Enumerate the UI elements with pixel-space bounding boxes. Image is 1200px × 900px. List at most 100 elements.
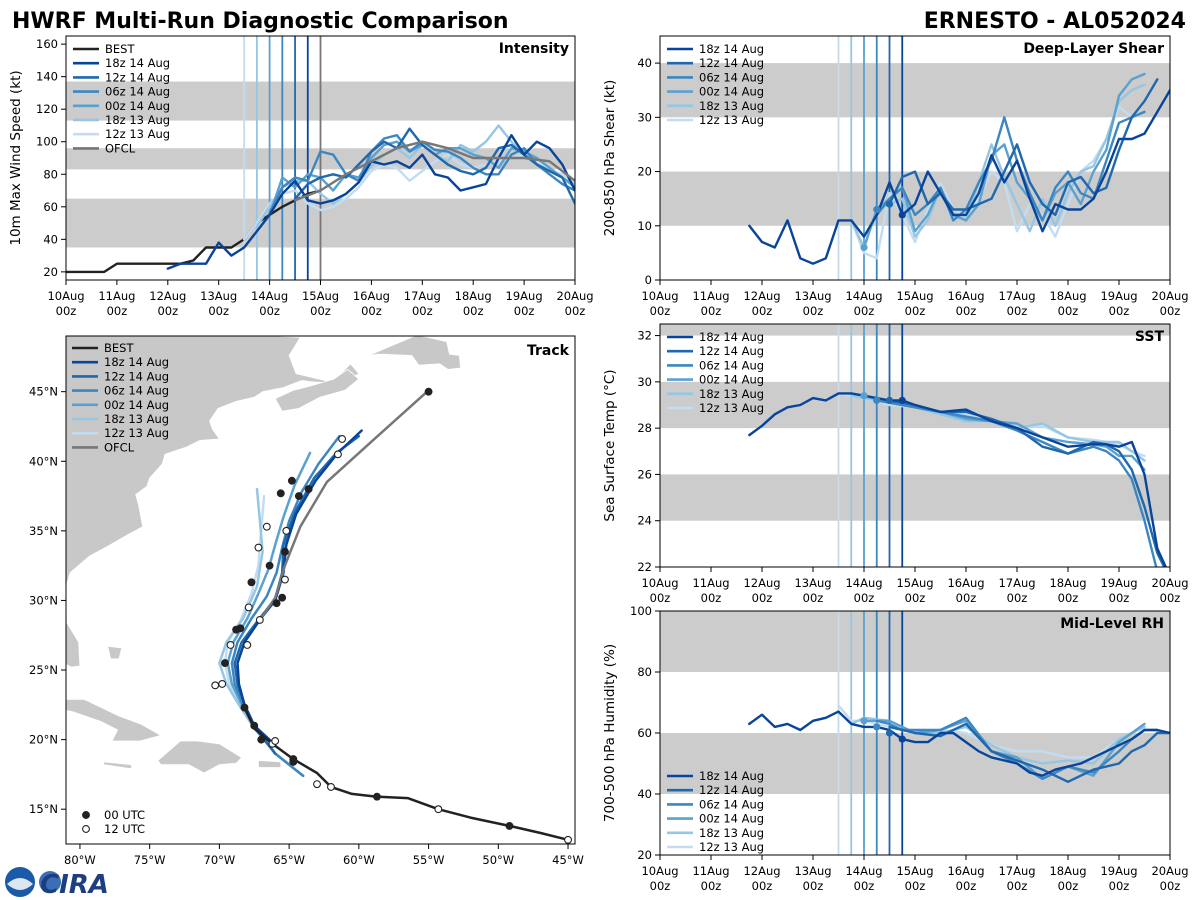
track-marker-filled	[424, 387, 433, 396]
sst-xtick-label-day: 14Aug	[845, 576, 882, 590]
track-marker-open	[280, 575, 289, 584]
intensity-xtick-label-hour: 00z	[259, 304, 280, 318]
sst-series-group	[748, 392, 1168, 567]
intensity-xtick-label-day: 13Aug	[200, 289, 237, 303]
intensity-xtick-label-hour: 00z	[463, 304, 484, 318]
track-map-group	[66, 336, 572, 844]
intensity-ytick-label: 120	[36, 102, 58, 116]
intensity-xtick-label-day: 15Aug	[302, 289, 339, 303]
rh-xtick-label-day: 11Aug	[692, 864, 729, 878]
track-legend-label-ofcl: OFCL	[104, 440, 135, 454]
rh-legend-label-12z-14-aug: 12z 14 Aug	[699, 783, 764, 797]
intensity-xtick-label-hour: 00z	[310, 304, 331, 318]
logo: CIRA	[5, 867, 109, 900]
sst-series-18z-14-aug	[748, 392, 1168, 567]
sst-xtick-label-day: 15Aug	[896, 576, 933, 590]
rh-xtick-label-day: 18Aug	[1049, 864, 1086, 878]
track-marker-filled	[221, 659, 229, 668]
track-marker-legend-open	[82, 825, 90, 833]
intensity-ytick-label: 20	[43, 265, 58, 279]
track-xtick-label: 80°W	[64, 853, 96, 867]
rh-xtick-label-day: 12Aug	[743, 864, 780, 878]
track-panel: 80°W 75°W 70°W 65°W 60°W 55°W 50°W 45°W 15°N 20°N…	[29, 335, 584, 867]
rh-init-marker-06z-14-aug	[873, 723, 881, 731]
rh-ytick-label: 100	[630, 604, 652, 618]
track-marker-open	[313, 780, 321, 789]
track-marker-open	[243, 641, 252, 649]
rh-xtick-label-day: 10Aug	[641, 864, 678, 878]
shear-xtick-label-day: 16Aug	[947, 289, 984, 303]
track-marker-filled	[505, 821, 514, 830]
shear-series-12z-13-aug	[837, 105, 1146, 260]
storm-title: ERNESTO - AL052024	[924, 9, 1186, 34]
track-marker-open	[327, 782, 335, 791]
track-ytick-label: 40°N	[29, 454, 58, 468]
shear-legend-label-00z-14-aug: 00z 14 Aug	[699, 85, 764, 99]
sst-xtick-label-hour: 00z	[1109, 591, 1130, 605]
intensity-ytick-label: 60	[43, 200, 58, 214]
track-xtick-label: 60°W	[343, 853, 375, 867]
rh-xtick-label-day: 17Aug	[998, 864, 1035, 878]
rh-ytick-label: 40	[637, 787, 652, 801]
shear-init-marker-12z-14-aug	[885, 200, 894, 208]
track-marker-filled	[278, 593, 287, 602]
track-xtick-label: 45°W	[552, 853, 584, 867]
rh-xtick-label-hour: 00z	[956, 879, 977, 893]
sst-legend-label-18z-13-aug: 18z 13 Aug	[699, 387, 764, 401]
rh-xtick-label-hour: 00z	[1007, 879, 1028, 893]
shear-legend-label-06z-14-aug: 06z 14 Aug	[699, 70, 764, 84]
sst-xtick-label-hour: 00z	[1007, 591, 1028, 605]
sst-ytick-label: 24	[637, 514, 652, 528]
track-marker-open	[211, 681, 220, 690]
intensity-xtick-label-day: 19Aug	[506, 289, 543, 303]
sst-xtick-label-hour: 00z	[701, 591, 722, 605]
intensity-ytick-label: 160	[36, 37, 58, 51]
rh-xtick-label-hour: 00z	[1160, 879, 1181, 893]
intensity-xtick-label-day: 16Aug	[353, 289, 390, 303]
sst-xtick-label-day: 20Aug	[1151, 576, 1188, 590]
shear-series-12z-14-aug	[888, 78, 1159, 217]
rh-xtick-label-day: 13Aug	[794, 864, 831, 878]
track-legend-label-00z-14-aug: 00z 14 Aug	[104, 398, 169, 412]
track-legend-label-06z-14-aug: 06z 14 Aug	[104, 384, 169, 398]
shear-legend-label-18z-14-aug: 18z 14 Aug	[699, 42, 764, 56]
track-marker-filled	[280, 547, 289, 556]
intensity-xtick-label-day: 14Aug	[251, 289, 288, 303]
sst-panel-title: SST	[1135, 329, 1165, 345]
land-newfoundland	[368, 336, 462, 370]
rh-ytick-label: 80	[637, 665, 652, 679]
rh-xtick-label-hour: 00z	[803, 879, 824, 893]
intensity-xtick-label-hour: 00z	[107, 304, 128, 318]
land-north-america	[66, 336, 360, 676]
track-marker-legend-label: 12 UTC	[104, 822, 145, 836]
track-ytick-label: 20°N	[29, 733, 58, 747]
intensity-legend-label-best: BEST	[105, 42, 135, 56]
sst-xtick-label-hour: 00z	[803, 591, 824, 605]
intensity-xtick-label-hour: 00z	[514, 304, 535, 318]
shear-init-marker-18z-14-aug	[898, 211, 906, 219]
shear-series-00z-14-aug	[862, 72, 1146, 249]
rh-series-18z-14-aug	[748, 710, 1170, 777]
intensity-ylabel: 10m Max Wind Speed (kt)	[8, 70, 24, 245]
sst-ytick-label: 26	[637, 467, 652, 481]
rh-xtick-label-day: 14Aug	[845, 864, 882, 878]
track-axes-frame	[65, 335, 576, 845]
cira-globe-icon	[39, 871, 61, 893]
sst-xtick-label-day: 17Aug	[998, 576, 1035, 590]
sst-init-marker-12z-14-aug	[885, 396, 894, 404]
shear-init-marker-06z-14-aug	[873, 205, 881, 214]
rh-xtick-label-hour: 00z	[1058, 879, 1079, 893]
track-marker-filled	[257, 735, 266, 744]
intensity-legend-label-00z-14-aug: 00z 14 Aug	[105, 99, 170, 113]
sst-series-06z-14-aug	[875, 399, 1158, 567]
track-xtick-label: 50°W	[482, 853, 514, 867]
land-puerto-rico	[257, 760, 282, 768]
shear-xtick-label-hour: 00z	[1160, 304, 1181, 318]
intensity-legend-label-18z-13-aug: 18z 13 Aug	[105, 113, 170, 127]
land-nova-scotia	[274, 368, 360, 412]
track-marker-open	[564, 835, 572, 844]
track-marker-filled	[294, 492, 303, 501]
shear-xtick-label-day: 11Aug	[692, 289, 729, 303]
track-ytick-label: 35°N	[29, 524, 58, 538]
